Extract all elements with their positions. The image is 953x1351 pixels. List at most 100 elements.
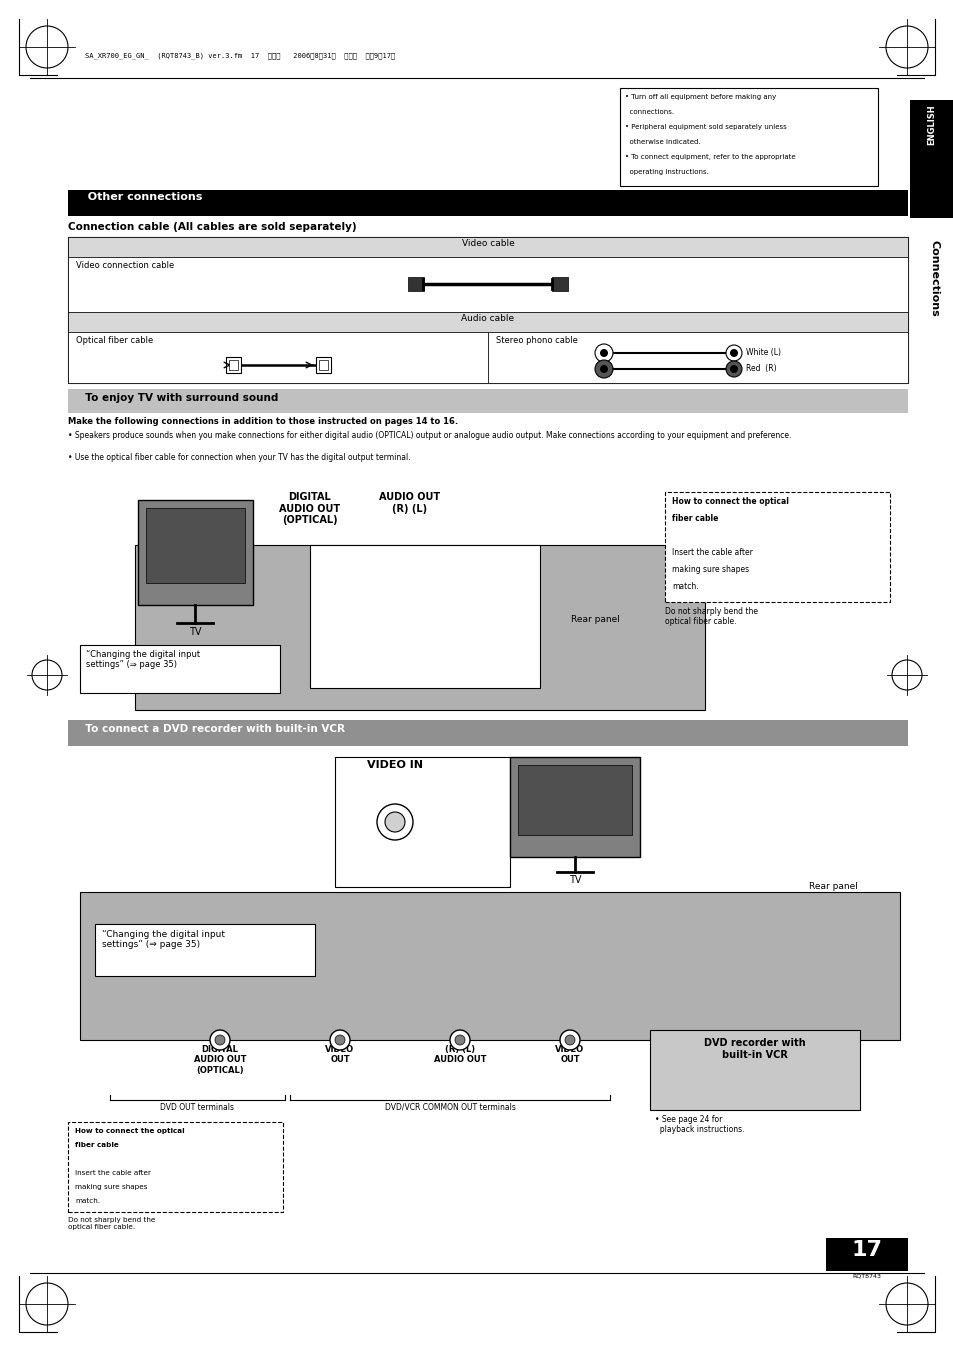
Bar	[510, 757, 639, 857]
Bar	[68, 257, 907, 312]
Bar	[68, 236, 907, 382]
Text: match.: match.	[75, 1198, 100, 1204]
Text: VIDEO
OUT: VIDEO OUT	[555, 1046, 584, 1065]
Circle shape	[595, 345, 613, 362]
Bar	[335, 757, 510, 888]
Text: VIDEO IN: VIDEO IN	[367, 761, 422, 770]
Circle shape	[214, 1035, 225, 1046]
Circle shape	[559, 1029, 579, 1050]
Text: match.: match.	[671, 582, 698, 590]
Circle shape	[450, 1029, 470, 1050]
Text: Do not sharply bend the
optical fiber cable.: Do not sharply bend the optical fiber ca…	[664, 607, 758, 627]
Bar	[146, 508, 245, 584]
Circle shape	[335, 1035, 345, 1046]
Circle shape	[330, 1029, 350, 1050]
Circle shape	[725, 345, 741, 361]
Circle shape	[385, 812, 405, 832]
Text: making sure shapes: making sure shapes	[671, 565, 748, 574]
Circle shape	[210, 1029, 230, 1050]
Text: “Changing the digital input
settings” (⇒ page 35): “Changing the digital input settings” (⇒…	[102, 929, 225, 950]
Circle shape	[376, 804, 413, 840]
Bar	[68, 389, 907, 413]
Text: DIGITAL
AUDIO OUT
(OPTICAL): DIGITAL AUDIO OUT (OPTICAL)	[193, 1046, 246, 1075]
Text: How to connect the optical: How to connect the optical	[671, 497, 788, 507]
Bar	[408, 277, 423, 290]
Bar	[552, 277, 567, 290]
Bar	[619, 88, 877, 186]
Text: AUDIO OUT
(R) (L): AUDIO OUT (R) (L)	[379, 492, 440, 513]
Text: Make the following connections in addition to those instructed on pages 14 to 16: Make the following connections in additi…	[68, 417, 457, 426]
Text: Insert the cable after: Insert the cable after	[75, 1170, 151, 1175]
Bar	[315, 357, 331, 373]
Text: • Speakers produce sounds when you make connections for either digital audio (OP: • Speakers produce sounds when you make …	[68, 431, 791, 440]
Text: connections.: connections.	[624, 109, 674, 115]
Text: • See page 24 for
  playback instructions.: • See page 24 for playback instructions.	[655, 1115, 743, 1135]
Bar	[80, 644, 280, 693]
Bar	[310, 544, 539, 688]
Text: DVD OUT terminals: DVD OUT terminals	[160, 1102, 233, 1112]
Bar	[68, 1121, 283, 1212]
Bar	[68, 190, 907, 216]
Text: To enjoy TV with surround sound: To enjoy TV with surround sound	[78, 393, 278, 403]
Text: operating instructions.: operating instructions.	[624, 169, 708, 176]
Text: • Peripheral equipment sold separately unless: • Peripheral equipment sold separately u…	[624, 124, 786, 130]
Bar	[68, 236, 907, 257]
Text: Insert the cable after: Insert the cable after	[671, 549, 752, 557]
Text: DVD/VCR COMMON OUT terminals: DVD/VCR COMMON OUT terminals	[384, 1102, 515, 1112]
Bar	[95, 924, 314, 975]
Text: Video connection cable: Video connection cable	[76, 261, 174, 270]
Text: • Use the optical fiber cable for connection when your TV has the digital output: • Use the optical fiber cable for connec…	[68, 453, 410, 462]
Text: To connect a DVD recorder with built-in VCR: To connect a DVD recorder with built-in …	[78, 724, 345, 734]
Text: How to connect the optical: How to connect the optical	[75, 1128, 185, 1133]
Bar	[229, 359, 237, 370]
Circle shape	[599, 349, 607, 357]
Text: 17: 17	[851, 1240, 882, 1260]
Circle shape	[599, 365, 607, 373]
Text: ENGLISH: ENGLISH	[926, 104, 936, 145]
Text: TV: TV	[189, 627, 201, 638]
Text: Optical fiber cable: Optical fiber cable	[76, 336, 153, 345]
Bar	[318, 359, 328, 370]
Bar	[488, 332, 907, 382]
Bar	[138, 500, 253, 605]
Text: SA_XR700_EG_GN_  (RQT8743_B) ver.3.fm  17  ページ   2006年8月31日  木曜日  午前9時17分: SA_XR700_EG_GN_ (RQT8743_B) ver.3.fm 17 …	[85, 53, 395, 59]
Text: Stereo phono cable: Stereo phono cable	[496, 336, 578, 345]
Circle shape	[725, 361, 741, 377]
Text: VIDEO
OUT: VIDEO OUT	[325, 1046, 355, 1065]
Circle shape	[564, 1035, 575, 1046]
Bar	[909, 100, 953, 218]
Text: fiber cable: fiber cable	[75, 1142, 118, 1148]
Text: TV: TV	[568, 875, 580, 885]
Text: Do not sharply bend the
optical fiber cable.: Do not sharply bend the optical fiber ca…	[68, 1217, 155, 1229]
Text: DVD recorder with
built-in VCR: DVD recorder with built-in VCR	[703, 1038, 805, 1059]
Text: • Turn off all equipment before making any: • Turn off all equipment before making a…	[624, 95, 776, 100]
Bar	[226, 357, 241, 373]
Bar	[68, 720, 907, 746]
Circle shape	[455, 1035, 464, 1046]
Circle shape	[729, 349, 738, 357]
Text: Connections: Connections	[929, 240, 939, 316]
Text: fiber cable: fiber cable	[671, 513, 718, 523]
Text: Red  (R): Red (R)	[745, 363, 776, 373]
Text: making sure shapes: making sure shapes	[75, 1183, 148, 1190]
Bar	[68, 332, 488, 382]
Text: Other connections: Other connections	[80, 192, 202, 203]
Text: otherwise indicated.: otherwise indicated.	[624, 139, 700, 145]
Text: “Changing the digital input
settings” (⇒ page 35): “Changing the digital input settings” (⇒…	[86, 650, 200, 669]
Bar	[517, 765, 631, 835]
Text: Rear panel: Rear panel	[808, 882, 857, 892]
Text: Rear panel: Rear panel	[571, 615, 619, 624]
Text: DIGITAL
AUDIO OUT
(OPTICAL): DIGITAL AUDIO OUT (OPTICAL)	[279, 492, 340, 526]
Text: (R) (L)
AUDIO OUT: (R) (L) AUDIO OUT	[434, 1046, 486, 1065]
Bar	[664, 492, 889, 603]
Bar	[825, 1238, 907, 1271]
Text: RQT8743: RQT8743	[852, 1274, 881, 1279]
Bar	[80, 892, 899, 1040]
Text: White (L): White (L)	[745, 349, 781, 357]
Bar	[649, 1029, 859, 1111]
Circle shape	[729, 365, 738, 373]
Bar	[135, 544, 704, 711]
Text: Audio cable: Audio cable	[461, 313, 514, 323]
Text: Video cable: Video cable	[461, 239, 514, 249]
Bar	[68, 312, 907, 332]
